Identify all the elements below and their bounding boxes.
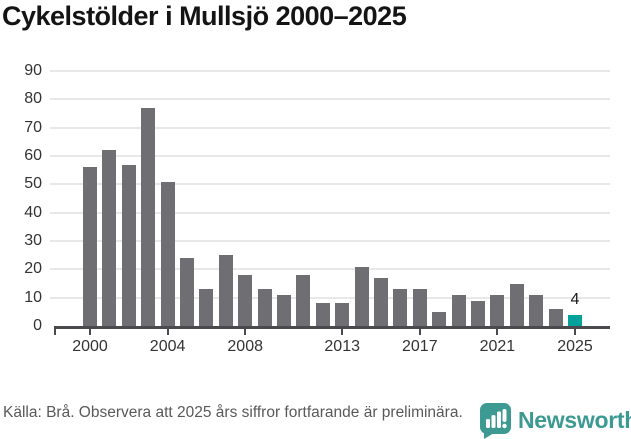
bar-2015 xyxy=(374,277,388,326)
x-axis-tick-2021 xyxy=(496,329,499,335)
bar-2012 xyxy=(315,303,330,326)
newsworthy-logo: Newsworthy xyxy=(479,402,631,439)
x-axis-tick-2004 xyxy=(166,329,169,335)
bar-2020 xyxy=(471,300,485,326)
bar-2014 xyxy=(354,266,369,326)
x-axis-label-2000: 2000 xyxy=(72,338,108,355)
y-axis-label-50: 50 xyxy=(24,175,42,193)
gridline-40 xyxy=(50,211,610,214)
bar-2024 xyxy=(548,309,563,326)
gridline-70 xyxy=(50,126,610,129)
y-axis-label-10: 10 xyxy=(24,288,42,306)
newsworthy-logo-icon xyxy=(480,403,511,439)
y-axis-label-60: 60 xyxy=(24,147,42,164)
bar-2000 xyxy=(83,167,97,326)
bar-2018 xyxy=(432,311,447,326)
bar-2016 xyxy=(393,289,408,326)
y-axis-label-80: 80 xyxy=(24,90,42,108)
bar-2025 xyxy=(568,314,582,326)
x-axis-tick-start xyxy=(54,329,56,335)
bar-2011 xyxy=(296,275,311,326)
bar-2004 xyxy=(160,181,175,326)
bar-2023 xyxy=(529,294,544,326)
x-axis-label-2004: 2004 xyxy=(149,338,186,355)
bar-2007 xyxy=(218,255,233,326)
gridline-60 xyxy=(50,155,610,157)
x-axis-label-2013: 2013 xyxy=(324,338,360,355)
bar-2022 xyxy=(509,283,524,326)
x-axis-line xyxy=(54,326,610,329)
x-axis-tick-2000 xyxy=(89,329,91,335)
bar-2010 xyxy=(277,294,291,326)
gridline-10 xyxy=(50,296,610,299)
gridline-80 xyxy=(50,98,610,101)
x-axis-label-2008: 2008 xyxy=(227,338,263,355)
x-axis-label-2017: 2017 xyxy=(402,338,438,355)
y-axis-label-20: 20 xyxy=(24,260,42,278)
bar-2006 xyxy=(199,289,214,326)
bar-2017 xyxy=(412,289,427,326)
x-axis-label-2021: 2021 xyxy=(479,338,516,355)
bar-2008 xyxy=(238,275,253,326)
x-axis-tick-2008 xyxy=(244,329,247,335)
bar-2013 xyxy=(335,303,350,326)
gridline-20 xyxy=(50,268,610,271)
bar-value-label-2025: 4 xyxy=(570,290,580,308)
x-axis-tick-2013 xyxy=(341,329,344,335)
bar-2021 xyxy=(490,294,505,326)
bar-2003 xyxy=(141,107,156,326)
y-axis-label-0: 0 xyxy=(33,317,42,334)
y-axis-label-40: 40 xyxy=(24,203,42,221)
x-axis-tick-2017 xyxy=(418,329,421,335)
bar-2001 xyxy=(102,150,117,326)
y-axis-label-90: 90 xyxy=(24,62,42,79)
gridline-90 xyxy=(50,70,610,72)
y-axis-label-70: 70 xyxy=(24,118,42,136)
chart-title: Cykelstölder i Mullsjö 2000–2025 xyxy=(2,1,407,31)
bar-2009 xyxy=(257,289,272,326)
x-axis-tick-2025 xyxy=(574,329,576,335)
gridline-30 xyxy=(50,240,610,242)
y-axis-label-30: 30 xyxy=(24,232,42,249)
bar-2002 xyxy=(121,164,136,326)
gridline-50 xyxy=(50,183,610,186)
source-note: Källa: Brå. Observera att 2025 års siffr… xyxy=(3,404,463,421)
bar-2019 xyxy=(451,294,466,326)
bar-2005 xyxy=(180,258,194,326)
x-axis-label-2025: 2025 xyxy=(557,338,593,355)
brand-name: Newsworthy xyxy=(518,407,631,433)
